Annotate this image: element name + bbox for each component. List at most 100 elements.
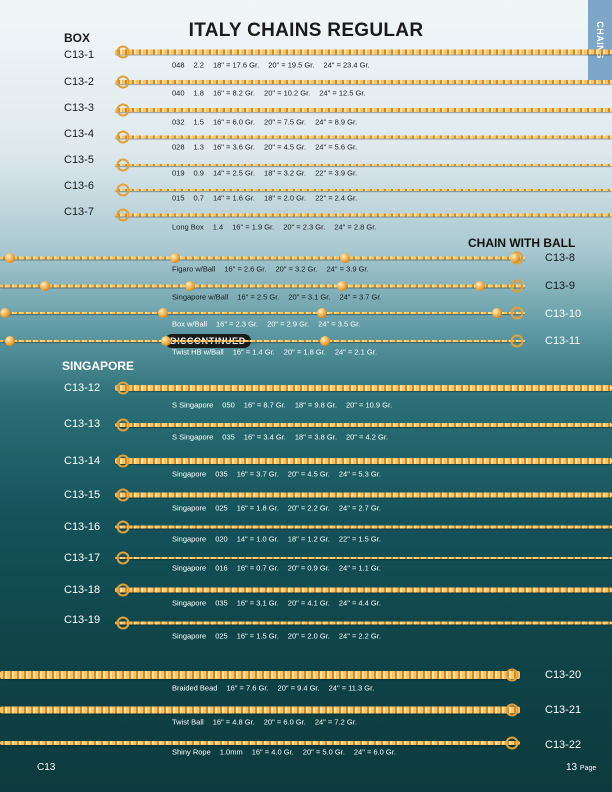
chain-image: [0, 284, 525, 288]
spec-field: 16" = 2.5 Gr.: [237, 292, 280, 302]
spec-field: 016: [215, 563, 228, 573]
spec-field: 16" = 4.0 Gr.: [251, 747, 294, 757]
spec-field: 20" = 4.5 Gr.: [287, 469, 330, 479]
spec-field: 2.2: [193, 60, 204, 70]
clasp-icon: [505, 668, 519, 682]
chain-image: [0, 256, 525, 260]
spec-field: 16" = 6.0 Gr.: [212, 117, 256, 127]
chain-image: [115, 423, 612, 427]
spec-field: 025: [215, 631, 228, 641]
spec-field: 24" = 5.6 Gr.: [315, 142, 358, 152]
item-code: C13-14: [64, 455, 101, 467]
item-spec: 028 1.3 16" = 3.6 Gr. 20" = 4.5 Gr. 24" = 5.…: [172, 143, 366, 152]
spec-field: 14" = 1.0 Gr.: [236, 534, 279, 544]
spec-field: 22" = 2.4 Gr.: [315, 193, 358, 203]
item-spec: Shiny Rope 1.0mm 16" = 4.0 Gr. 20" = 5.0 Gr…: [172, 748, 405, 757]
spec-field: 18" = 2.0 Gr.: [264, 193, 307, 203]
spec-field: 24" = 3.5 Gr.: [318, 319, 361, 329]
bead-ball: [337, 281, 347, 291]
bead-ball: [492, 308, 502, 318]
spec-field: 16" = 3.7 Gr.: [236, 469, 279, 479]
spec-field: 24" = 12.5 Gr.: [319, 88, 366, 98]
clasp-icon: [116, 551, 130, 565]
spec-field: 18" = 1.2 Gr.: [287, 534, 330, 544]
item-code: C13-12: [64, 382, 101, 394]
chain-image: [115, 213, 612, 217]
spec-field: 24" = 7.2 Gr.: [314, 717, 357, 727]
spec-field: Braided Bead: [172, 683, 218, 693]
item-spec: Singapore 020 14" = 1.0 Gr. 18" = 1.2 Gr. 22…: [172, 535, 390, 544]
spec-field: 24" = 3.7 Gr.: [339, 292, 382, 302]
clasp-icon: [116, 520, 130, 534]
item-spec: Braided Bead 16" = 7.6 Gr. 20" = 9.4 Gr. 24…: [172, 684, 383, 693]
item-spec: 048 2.2 18" = 17.6 Gr. 20" = 19.5 Gr. 24" = …: [172, 61, 379, 70]
spec-field: Singapore: [172, 563, 207, 573]
spec-field: Singapore: [172, 469, 207, 479]
item-code: C13-13: [64, 418, 101, 430]
spec-field: 16" = 3.1 Gr.: [236, 598, 279, 608]
spec-field: 035: [215, 598, 228, 608]
chain-image: [115, 621, 612, 625]
page-label: Page: [579, 765, 597, 772]
chain-image: [115, 80, 612, 84]
spec-field: Box w/Ball: [172, 319, 208, 329]
spec-field: 20" = 4.1 Gr.: [287, 598, 330, 608]
spec-field: 20" = 2.2 Gr.: [287, 503, 330, 513]
item-code: C13-16: [64, 521, 101, 533]
item-code: C13-6: [64, 180, 94, 192]
spec-field: 24" = 11.3 Gr.: [328, 683, 375, 693]
spec-field: 16" = 1.5 Gr.: [236, 631, 279, 641]
section-tab-chains[interactable]: CHAINS: [588, 0, 612, 80]
spec-field: Long Box: [172, 222, 204, 232]
item-spec: Box w/Ball 16" = 2.3 Gr. 20" = 2.9 Gr. 24" …: [172, 320, 369, 329]
spec-field: 040: [172, 88, 185, 98]
chain-image: [115, 587, 612, 593]
item-code: C13-1: [64, 49, 94, 61]
spec-field: 24" = 2.7 Gr.: [338, 503, 381, 513]
item-spec: 032 1.5 16" = 6.0 Gr. 20" = 7.5 Gr. 24" = 8.…: [172, 118, 366, 127]
clasp-icon: [116, 183, 130, 197]
spec-field: 019: [172, 168, 185, 178]
item-spec: Twist Ball 16" = 4.8 Gr. 20" = 6.0 Gr. 24" …: [172, 718, 366, 727]
spec-field: 0.7: [193, 193, 204, 203]
bead-ball: [170, 253, 180, 263]
clasp-icon: [116, 208, 130, 222]
clasp-icon: [505, 703, 519, 717]
spec-field: 025: [215, 503, 228, 513]
spec-field: 18" = 9.8 Gr.: [294, 400, 337, 410]
spec-field: 050: [222, 400, 235, 410]
chain-image: [115, 108, 612, 112]
clasp-icon: [116, 381, 130, 395]
spec-field: 048: [172, 60, 185, 70]
spec-field: 1.0mm: [219, 747, 243, 757]
spec-field: 16" = 1.4 Gr.: [232, 347, 275, 357]
chain-image: [115, 557, 612, 559]
spec-field: 20" = 3.2 Gr.: [275, 264, 318, 274]
page-title: ITALY CHAINS REGULAR: [188, 20, 424, 41]
item-spec: Singapore 025 16" = 1.5 Gr. 20" = 2.0 Gr. 24…: [172, 632, 390, 641]
spec-field: 16" = 8.2 Gr.: [212, 88, 256, 98]
spec-field: Singapore: [172, 503, 207, 513]
spec-field: 20" = 2.9 Gr.: [267, 319, 310, 329]
item-code: C13-19: [64, 614, 101, 626]
spec-field: Twist Ball: [172, 717, 204, 727]
clasp-icon: [116, 583, 130, 597]
item-code: C13-3: [64, 102, 94, 114]
item-spec: Singapore 025 16" = 1.8 Gr. 20" = 2.2 Gr. 24…: [172, 504, 390, 513]
item-spec: Singapore 035 16" = 3.1 Gr. 20" = 4.1 Gr. 24…: [172, 599, 390, 608]
bead-ball: [158, 308, 168, 318]
spec-field: 20" = 7.5 Gr.: [264, 117, 307, 127]
spec-field: 24" = 6.0 Gr.: [353, 747, 396, 757]
spec-field: 20" = 3.1 Gr.: [288, 292, 331, 302]
spec-field: 16" = 2.3 Gr.: [216, 319, 259, 329]
spec-field: 18" = 3.8 Gr.: [294, 432, 337, 442]
page-number-value: 13: [566, 762, 578, 773]
item-spec: Singapore 016 16" = 0.7 Gr. 20" = 0.9 Gr. 24…: [172, 564, 390, 573]
spec-field: 20" = 1.8 Gr.: [283, 347, 326, 357]
item-code: C13-4: [64, 128, 94, 140]
spec-field: 035: [215, 469, 228, 479]
spec-field: 1.3: [193, 142, 204, 152]
spec-field: Singapore: [172, 598, 207, 608]
bead-ball: [5, 253, 15, 263]
item-spec: Figaro w/Ball 16" = 2.6 Gr. 20" = 3.2 Gr. 2…: [172, 265, 378, 274]
